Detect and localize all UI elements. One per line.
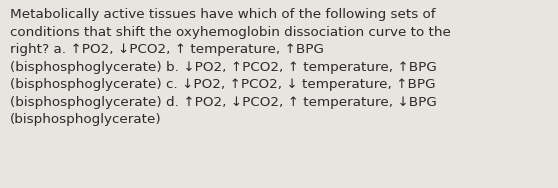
Text: Metabolically active tissues have which of the following sets of
conditions that: Metabolically active tissues have which …	[10, 8, 451, 127]
